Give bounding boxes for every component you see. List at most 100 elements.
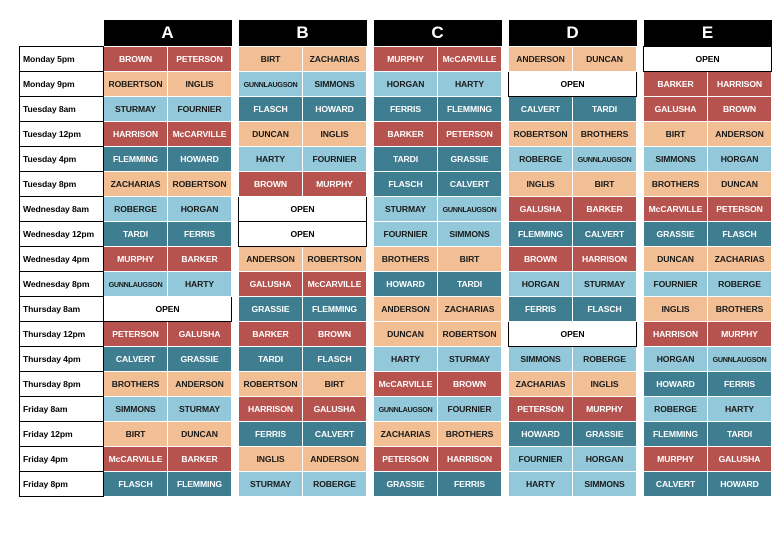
team-cell: SIMMONS	[437, 221, 502, 247]
team-cell: FLEMMING	[643, 421, 708, 447]
group-header-c: C	[373, 20, 502, 47]
column-gap	[366, 371, 374, 397]
team-cell: GRASSIE	[167, 346, 232, 372]
team-cell: HARTY	[167, 271, 232, 297]
team-cell: ROBERGE	[508, 146, 573, 172]
team-cell: BARKER	[167, 446, 232, 472]
column-gap	[501, 321, 509, 347]
team-cell: BARKER	[572, 196, 637, 222]
column-gap	[366, 221, 374, 247]
team-cell: BROTHERS	[373, 246, 438, 272]
column-gap	[501, 20, 509, 47]
table-row: Tuesday 12pm HARRISON McCARVILLE DUNCAN INGL…	[19, 121, 772, 147]
team-cell: FOURNIER	[373, 221, 438, 247]
team-cell: MURPHY	[643, 446, 708, 472]
team-cell: STURMAY	[238, 471, 303, 497]
team-cell: HARTY	[373, 346, 438, 372]
team-cell: HARRISON	[643, 321, 708, 347]
column-gap	[231, 271, 239, 297]
team-cell: HORGAN	[707, 146, 772, 172]
team-cell: FOURNIER	[643, 271, 708, 297]
team-cell: FERRIS	[437, 471, 502, 497]
column-gap	[366, 171, 374, 197]
column-gap	[636, 371, 644, 397]
column-gap	[231, 146, 239, 172]
team-cell: INGLIS	[643, 296, 708, 322]
column-gap	[501, 296, 509, 322]
team-cell: GRASSIE	[572, 421, 637, 447]
open-slot: OPEN	[643, 46, 772, 72]
team-cell: GALUSHA	[302, 396, 367, 422]
column-gap	[231, 20, 239, 47]
column-gap	[501, 421, 509, 447]
column-gap	[636, 20, 644, 47]
team-cell: ROBERTSON	[437, 321, 502, 347]
time-slot-label: Tuesday 4pm	[19, 146, 104, 172]
team-cell: HARRISON	[572, 246, 637, 272]
team-cell: FLEMMING	[508, 221, 573, 247]
column-gap	[231, 371, 239, 397]
team-cell: ZACHARIAS	[437, 296, 502, 322]
time-slot-label: Monday 9pm	[19, 71, 104, 97]
team-cell: FLASCH	[238, 96, 303, 122]
team-cell: DUNCAN	[707, 171, 772, 197]
column-gap	[231, 221, 239, 247]
column-gap	[231, 71, 239, 97]
team-cell: FLASCH	[707, 221, 772, 247]
team-cell: BARKER	[167, 246, 232, 272]
team-cell: FLEMMING	[167, 471, 232, 497]
team-cell: ANDERSON	[238, 246, 303, 272]
team-cell: BROWN	[508, 246, 573, 272]
team-cell: FOURNIER	[437, 396, 502, 422]
column-gap	[366, 96, 374, 122]
team-cell: ROBERGE	[572, 346, 637, 372]
team-cell: TARDI	[572, 96, 637, 122]
team-cell: ANDERSON	[302, 446, 367, 472]
column-gap	[501, 121, 509, 147]
column-gap	[636, 321, 644, 347]
column-gap	[636, 396, 644, 422]
column-gap	[501, 346, 509, 372]
time-slot-label: Friday 12pm	[19, 421, 104, 447]
time-slot-label: Wednesday 4pm	[19, 246, 104, 272]
team-cell: HORGAN	[508, 271, 573, 297]
team-cell: SIMMONS	[643, 146, 708, 172]
table-row: Friday 4pm McCARVILLE BARKER INGLIS ANDERSON…	[19, 446, 772, 472]
team-cell: ANDERSON	[508, 46, 573, 72]
team-cell: ZACHARIAS	[103, 171, 168, 197]
team-cell: MURPHY	[572, 396, 637, 422]
column-gap	[636, 71, 644, 97]
team-cell: DUNCAN	[572, 46, 637, 72]
team-cell: HOWARD	[302, 96, 367, 122]
column-gap	[636, 196, 644, 222]
team-cell: DUNCAN	[167, 421, 232, 447]
team-cell: FLASCH	[373, 171, 438, 197]
time-slot-label: Monday 5pm	[19, 46, 104, 72]
column-gap	[366, 46, 374, 72]
column-gap	[231, 121, 239, 147]
team-cell: BIRT	[572, 171, 637, 197]
team-cell: HORGAN	[167, 196, 232, 222]
team-cell: PETERSON	[373, 446, 438, 472]
team-cell: GALUSHA	[508, 196, 573, 222]
team-cell: TARDI	[707, 421, 772, 447]
table-row: Wednesday 8am ROBERGE HORGAN OPEN STURMAY GUN…	[19, 196, 772, 222]
team-cell: BIRT	[437, 246, 502, 272]
column-gap	[231, 46, 239, 72]
team-cell: PETERSON	[167, 46, 232, 72]
team-cell: FLEMMING	[103, 146, 168, 172]
table-row: Friday 8am SIMMONS STURMAY HARRISON GALUSHA G…	[19, 396, 772, 422]
table-row: Tuesday 8pm ZACHARIAS ROBERTSON BROWN MURPHY…	[19, 171, 772, 197]
team-cell: ROBERGE	[707, 271, 772, 297]
team-cell: GRASSIE	[373, 471, 438, 497]
team-cell: HOWARD	[167, 146, 232, 172]
team-cell: HARRISON	[707, 71, 772, 97]
team-cell: STURMAY	[437, 346, 502, 372]
corner-blank	[19, 20, 104, 47]
time-slot-label: Friday 4pm	[19, 446, 104, 472]
column-gap	[366, 271, 374, 297]
team-cell: FLASCH	[302, 346, 367, 372]
column-gap	[501, 96, 509, 122]
table-row: Monday 5pm BROWN PETERSON BIRT ZACHARIAS MURP…	[19, 46, 772, 72]
team-cell: FOURNIER	[508, 446, 573, 472]
